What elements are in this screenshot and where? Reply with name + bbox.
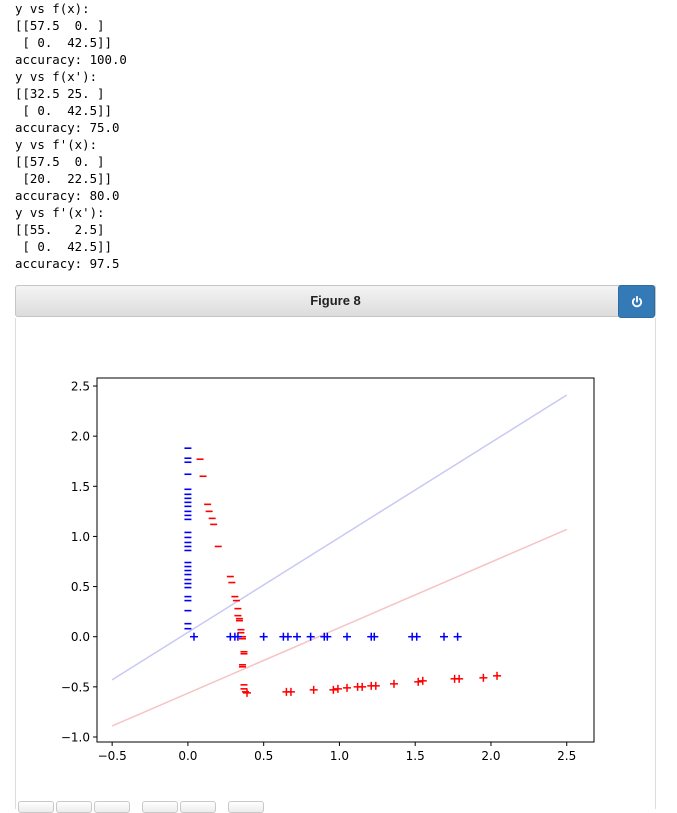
x-tick-label: 2.5 — [557, 749, 576, 763]
figure-canvas[interactable]: −0.5 0.0 0.5 1.0 1.5 2.0 2.5 2.5 2.0 1.5 1.0 0.5 0.0… — [15, 318, 656, 809]
zoom-button[interactable] — [180, 801, 216, 813]
data-point-plus — [479, 673, 488, 682]
console-line: accuracy: 80.0 — [15, 188, 120, 203]
console-line: [20. 22.5]] — [15, 171, 112, 186]
x-tick-label: −0.5 — [98, 749, 127, 763]
data-point-plus — [283, 632, 292, 641]
data-point-plus — [389, 679, 398, 688]
data-point-plus — [243, 688, 252, 697]
data-point-plus — [306, 632, 315, 641]
data-point-plus — [329, 685, 338, 694]
data-point-plus — [323, 632, 332, 641]
data-point-plus — [333, 684, 342, 693]
data-point-plus — [233, 632, 242, 641]
data-point-plus — [343, 632, 352, 641]
forward-button[interactable] — [94, 801, 130, 813]
data-point-plus — [293, 632, 302, 641]
y-tick-label: −1.0 — [61, 730, 90, 744]
back-button[interactable] — [56, 801, 92, 813]
console-line: [[57.5 0. ] — [15, 18, 105, 33]
console-line: accuracy: 100.0 — [15, 52, 127, 67]
x-tick-label: 1.0 — [330, 749, 349, 763]
x-tick-label: 1.5 — [406, 749, 425, 763]
console-line: y vs f'(x): — [15, 137, 98, 152]
console-line: [[57.5 0. ] — [15, 154, 105, 169]
figure-title: Figure 8 — [310, 293, 361, 308]
data-point-plus — [412, 632, 421, 641]
y-tick-label: 0.5 — [71, 580, 90, 594]
y-tick-label: 2.5 — [71, 380, 90, 394]
console-line: [[32.5 25. ] — [15, 86, 105, 101]
y-tick-label: −0.5 — [61, 680, 90, 694]
data-point-plus — [309, 685, 318, 694]
y-tick-label: 2.0 — [71, 430, 90, 444]
figure-header: Figure 8 — [15, 285, 656, 318]
data-point-plus — [418, 676, 427, 685]
data-point-plus — [453, 632, 462, 641]
data-point-plus — [286, 687, 295, 696]
data-point-plus — [189, 632, 198, 641]
data-point-plus — [358, 682, 367, 691]
console-line: accuracy: 97.5 — [15, 256, 120, 271]
home-button[interactable] — [18, 801, 54, 813]
data-point-plus — [370, 632, 379, 641]
console-line: [ 0. 42.5]] — [15, 103, 112, 118]
data-point-plus — [455, 674, 464, 683]
pan-button[interactable] — [142, 801, 178, 813]
data-point-plus — [414, 677, 423, 686]
scatter-plot: −0.5 0.0 0.5 1.0 1.5 2.0 2.5 2.5 2.0 1.5 1.0 0.5 0.0… — [61, 377, 595, 763]
console-line: [ 0. 42.5]] — [15, 35, 112, 50]
console-line: [[55. 2.5] — [15, 222, 105, 237]
console-line: y vs f'(x'): — [15, 205, 105, 220]
x-tick-label: 0.5 — [254, 749, 273, 763]
y-tick-label: 1.0 — [71, 530, 90, 544]
data-point-plus — [439, 632, 448, 641]
figure-toolbar — [18, 801, 264, 813]
x-tick-label: 0.0 — [178, 749, 197, 763]
save-button[interactable] — [228, 801, 264, 813]
y-tick-label: 1.5 — [71, 480, 90, 494]
power-icon — [631, 295, 642, 307]
console-line: y vs f(x'): — [15, 69, 98, 84]
console-line: [ 0. 42.5]] — [15, 239, 112, 254]
data-point-plus — [493, 671, 502, 680]
x-tick-label: 2.0 — [481, 749, 500, 763]
decision-line — [111, 394, 568, 681]
console-line: y vs f(x): — [15, 1, 90, 16]
console-output: y vs f(x): [[57.5 0. ] [ 0. 42.5]] accurac… — [15, 0, 127, 272]
y-tick-label: 0.0 — [71, 630, 90, 644]
data-point-plus — [371, 681, 380, 690]
decision-line — [111, 528, 568, 727]
data-point-plus — [343, 683, 352, 692]
data-point-plus — [259, 632, 268, 641]
console-line: accuracy: 75.0 — [15, 120, 120, 135]
axes-frame — [96, 377, 595, 743]
close-figure-button[interactable] — [618, 285, 655, 318]
